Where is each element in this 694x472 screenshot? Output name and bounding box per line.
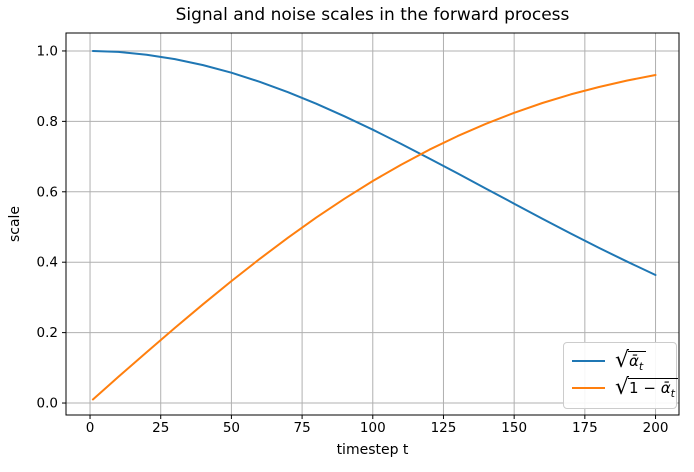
y-tick-label: 1.0 xyxy=(37,43,58,59)
x-tick-label: 0 xyxy=(86,420,95,436)
y-tick-label: 0.4 xyxy=(37,255,58,271)
legend-item-sqrt-one-minus-alpha-bar: √ 1 − ᾱt xyxy=(572,375,678,403)
y-tick-label: 0.8 xyxy=(37,114,58,130)
y-tick-label: 0.0 xyxy=(37,396,58,412)
radical-symbol: √ xyxy=(615,375,630,401)
legend-label-sqrt-alpha-bar: √ ᾱt xyxy=(615,347,647,373)
chart-title: Signal and noise scales in the forward p… xyxy=(175,5,570,25)
x-tick-label: 200 xyxy=(643,420,669,436)
y-tick-label: 0.2 xyxy=(37,325,58,341)
y-tick-label: 0.6 xyxy=(37,184,58,200)
radical-symbol: √ xyxy=(615,347,630,373)
series-line-sqrt_alpha_bar xyxy=(91,50,657,276)
x-axis-label: timestep t xyxy=(336,442,409,458)
x-tick-label: 175 xyxy=(572,420,598,436)
legend-item-sqrt-alpha-bar: √ ᾱt xyxy=(572,347,668,375)
series-line-sqrt_one_minus_alpha_bar xyxy=(91,74,657,401)
legend: √ ᾱt √ 1 − ᾱt xyxy=(563,342,678,409)
x-tick-label: 75 xyxy=(294,420,311,436)
x-tick-label: 100 xyxy=(360,420,386,436)
legend-line-sample-orange xyxy=(572,387,605,390)
x-tick-label: 25 xyxy=(152,420,169,436)
x-tick-label: 150 xyxy=(501,420,527,436)
x-tick-label: 50 xyxy=(223,420,240,436)
x-tick-label: 125 xyxy=(431,420,457,436)
legend-label-sqrt-one-minus-alpha-bar: √ 1 − ᾱt xyxy=(615,375,678,401)
legend-line-sample-blue xyxy=(572,359,605,362)
